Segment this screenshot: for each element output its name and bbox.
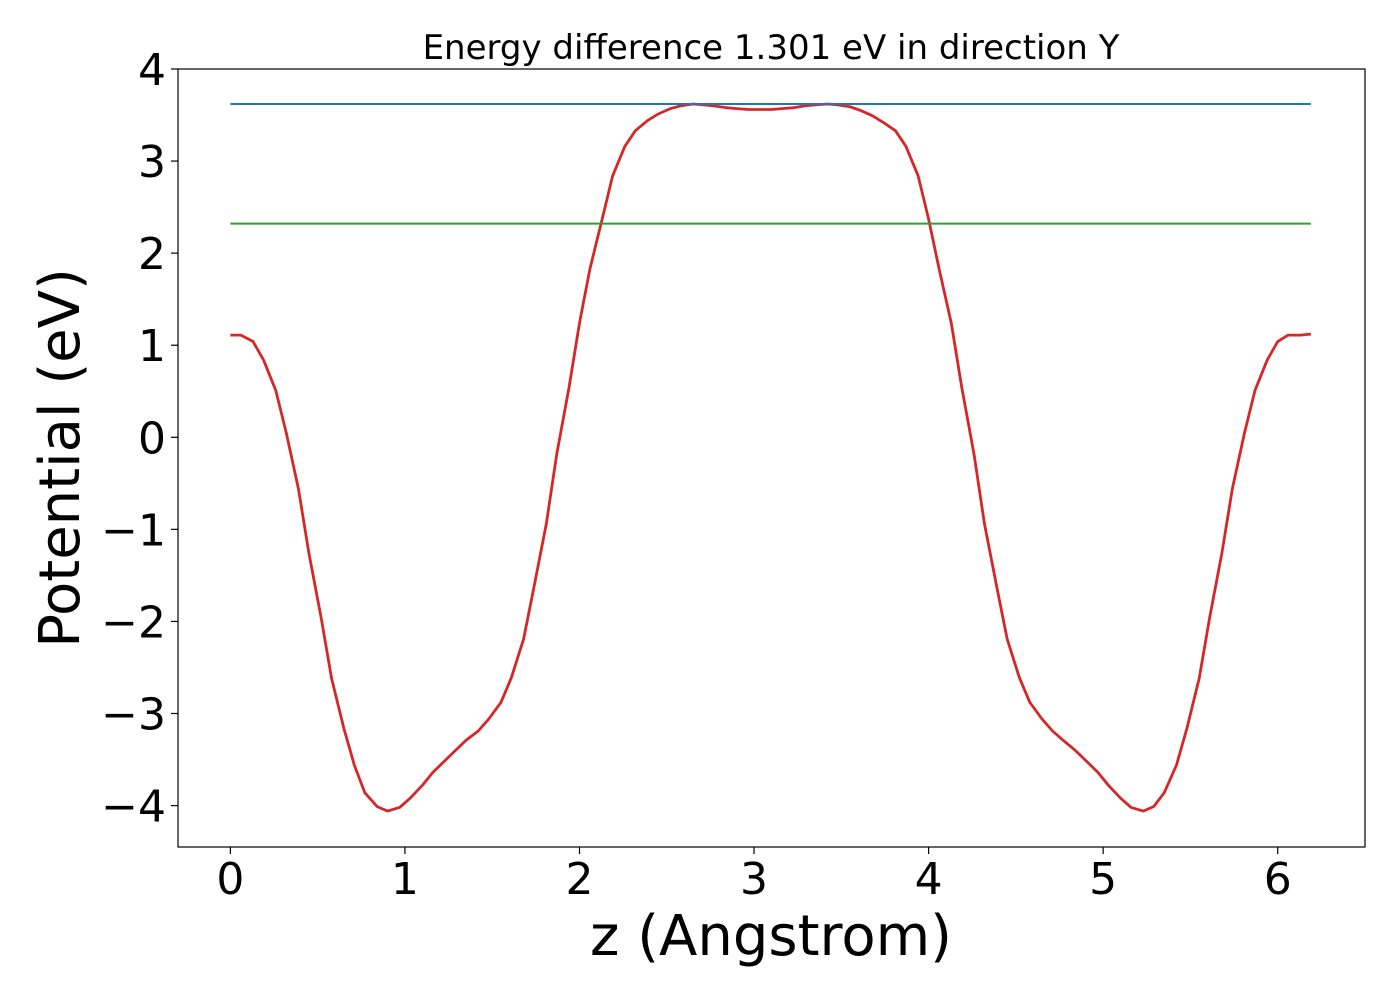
series-layer: [230, 102, 1312, 813]
x-tick-label: 5: [1089, 854, 1117, 905]
y-axis-title: Potential (eV): [28, 268, 93, 648]
y-tick-label: −1: [101, 505, 166, 556]
plot-area-frame: [177, 68, 1366, 848]
potential-line: [230, 102, 1312, 813]
x-tick-label: 2: [565, 854, 593, 905]
x-axis-title: z (Angstrom): [590, 904, 952, 969]
y-tick-label: 0: [138, 413, 166, 464]
y-tick-label: −2: [101, 597, 166, 648]
x-tick-label: 1: [391, 854, 419, 905]
x-tick-label: 6: [1264, 854, 1292, 905]
y-tick-label: 3: [138, 137, 166, 188]
chart-title: Energy difference 1.301 eV in direction …: [423, 28, 1120, 68]
x-axis-ticks: 0 1 2 3 4 5 6: [216, 847, 1292, 905]
y-axis-ticks: −4 −3 −2 −1 0 1 2 3 4: [101, 45, 178, 833]
y-tick-label: 2: [138, 229, 166, 280]
y-tick-label: 1: [138, 321, 166, 372]
y-tick-label: −3: [101, 689, 166, 740]
x-tick-label: 4: [915, 854, 943, 905]
x-tick-label: 0: [216, 854, 244, 905]
y-tick-label: 4: [138, 45, 166, 96]
y-tick-label: −4: [101, 782, 166, 833]
x-tick-label: 3: [740, 854, 768, 905]
